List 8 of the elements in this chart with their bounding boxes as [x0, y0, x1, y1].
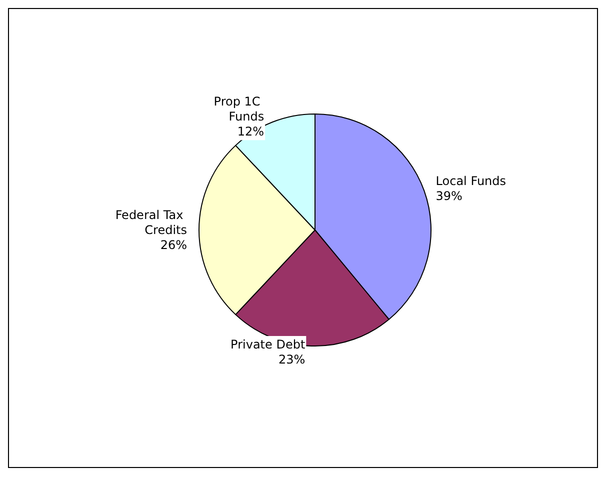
data-label: 12%	[237, 124, 264, 139]
data-label: 39%	[436, 189, 462, 204]
slice-label: Federal Tax Credits	[115, 208, 187, 237]
slice-label: Prop 1C Funds	[214, 94, 264, 124]
data-label: 26%	[160, 238, 187, 252]
slice-label: Private Debt	[230, 337, 306, 352]
slice-label: Local Funds	[436, 174, 506, 188]
data-label: 23%	[278, 352, 306, 366]
